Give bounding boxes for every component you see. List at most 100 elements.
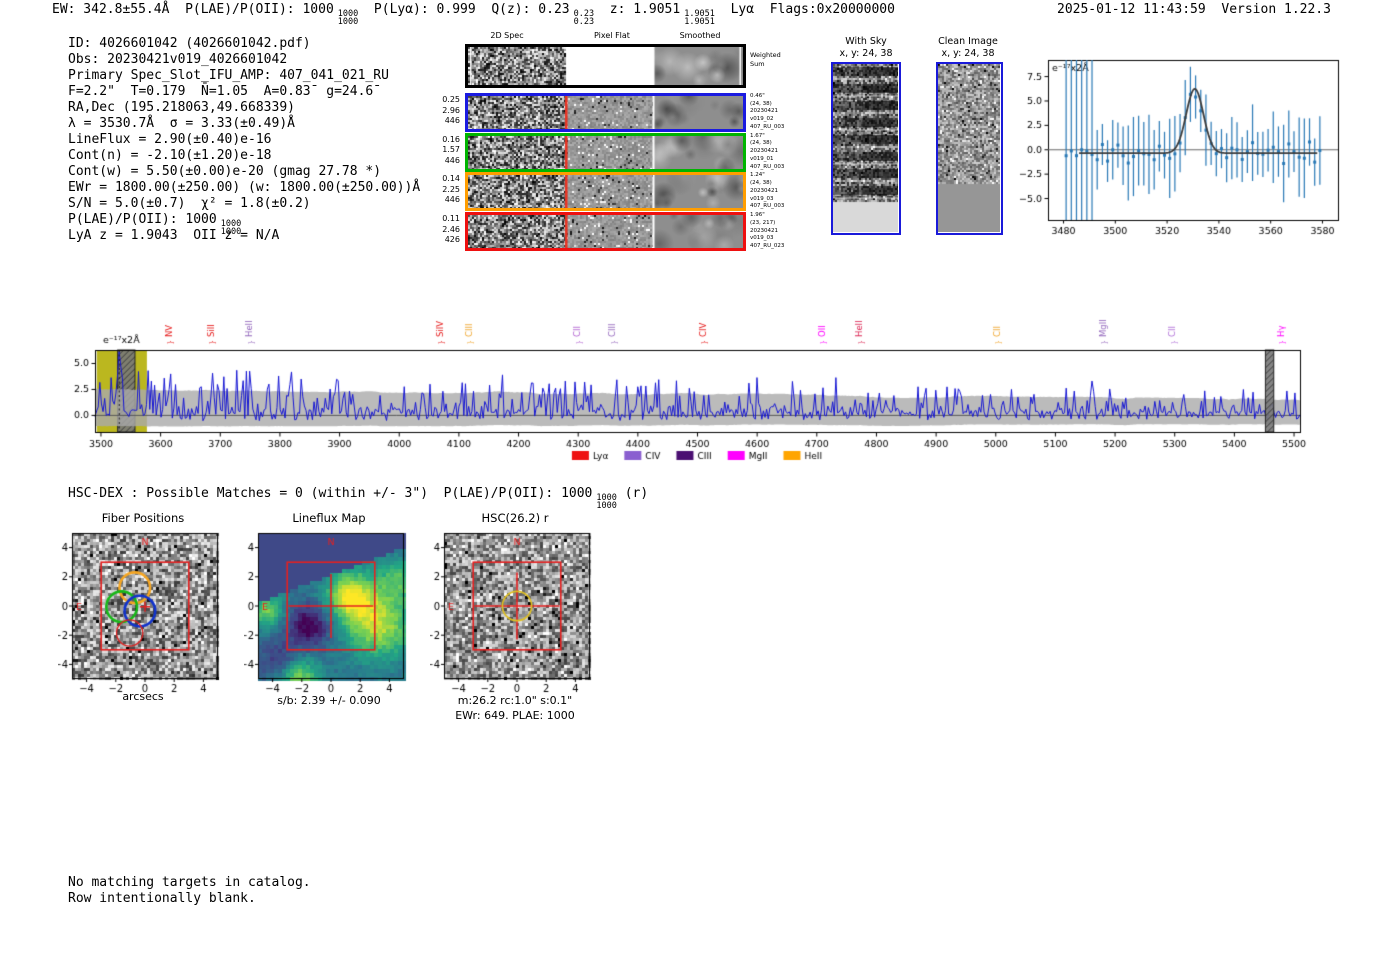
clean-image-title-text: Clean Image <box>938 36 998 47</box>
fraction-bottom: 1000 <box>337 17 359 27</box>
info-line-text: λ = 3530.7Å σ = 3.33(±0.49)Å <box>68 116 295 131</box>
annotation-line: (24, 38) <box>750 140 772 147</box>
info-line-text: EWr = 1800.00(±250.00) (w: 1800.00(±250.… <box>68 180 421 195</box>
info-line-text: S/N = 5.0(±0.7) χ² = 1.8(±0.2) <box>68 196 311 211</box>
fraction-top: 0.23 <box>573 9 595 19</box>
header-item: EW: 342.8±55.4Å <box>52 2 170 17</box>
lineflux-caption: s/b: 2.39 +/- 0.090 <box>277 694 381 707</box>
info-line-text: RA,Dec (195.218063,49.668339) <box>68 100 295 115</box>
info-line: LineFlux = 2.90(±0.40)e-16 <box>68 132 420 148</box>
info-line: Obs: 20230421v019_4026601042 <box>68 52 420 68</box>
lineflux-map-title: Lineflux Map <box>292 511 366 525</box>
with-sky-frame <box>831 62 901 235</box>
report-datetime: 2025-01-12 11:43:59 <box>1057 2 1206 17</box>
cutout-row-left-labels: 0.25 2.96 446 <box>422 95 460 127</box>
cutout-left-label: 446 <box>444 155 460 165</box>
with-sky-title-text: With Sky <box>845 36 887 47</box>
info-line: LyA z = 1.9043 OII z = N/A <box>68 228 420 244</box>
header-item: Q(z): 0.23 <box>491 2 570 17</box>
detection-info-block: ID: 4026601042 (4026601042.pdf) Obs: 2023… <box>68 36 420 244</box>
annotation-line: 1.67" <box>750 132 765 139</box>
annotation-line: v019_02 <box>750 116 774 123</box>
header-sep <box>715 2 731 17</box>
clean-image-frame <box>936 62 1003 235</box>
info-line-text: LyA z = 1.9043 OII z = N/A <box>68 228 280 243</box>
fraction-bottom: 1000 <box>596 501 617 511</box>
fraction-top: 1.9051 <box>684 9 715 19</box>
hsc-panel-title: HSC(26.2) r <box>481 511 549 525</box>
info-line: P(LAE)/P(OII): 1000 1000 1000 <box>68 212 420 236</box>
cutout-row-image <box>468 135 743 169</box>
fraction-bottom: 1000 <box>220 227 242 237</box>
info-line-text: Obs: 20230421v019_4026601042 <box>68 52 288 67</box>
cutout-row-annotation: 1.96" (23, 217) 20230421 v019_03 407_RU_023 <box>750 212 802 251</box>
cutout-row <box>465 172 746 212</box>
clean-image-coords: x, y: 24, 38 <box>941 47 995 59</box>
annotation-line: Weighted <box>750 51 781 59</box>
hsc-caption-2: EWr: 649. PLAE: 1000 <box>455 709 575 722</box>
clean-image-title: Clean Image x, y: 24, 38 <box>926 36 1010 59</box>
cutout-row-image <box>468 175 743 209</box>
cutout-left-label: 0.11 <box>442 214 460 224</box>
cutout-row-annotation: 1.67" (24, 38) 20230421 v019_01 407_RU_003 <box>750 133 802 172</box>
annotation-line: 407_RU_023 <box>750 242 785 249</box>
info-line: F=2.2" T=0.179 N̄=1.05 A=0.83̄ g=24.6̄ <box>68 84 420 100</box>
info-line-text: LineFlux = 2.90(±0.40)e-16 <box>68 132 272 147</box>
fiber-xlabel: arcsecs <box>122 690 164 703</box>
stacked-fraction: 0.23 0.23 <box>573 9 595 27</box>
footer-notes: No matching targets in catalog. Row inten… <box>68 875 311 906</box>
annotation-line: 1.24" <box>750 172 765 179</box>
info-line: ID: 4026601042 (4026601042.pdf) <box>68 36 420 52</box>
header-item: P(LAE)/P(OII): 1000 <box>185 2 334 17</box>
hsc-caption-1: m:26.2 rc:1.0" s:0.1" <box>457 694 573 707</box>
annotation-line: v019_03 <box>750 235 774 242</box>
cutout-left-label: 0.16 <box>442 134 460 144</box>
cutout-left-label: 446 <box>444 116 460 125</box>
header-meta: 2025-01-12 11:43:59 Version 1.22.3 <box>1057 2 1331 17</box>
annotation-line: 407_RU_003 <box>750 163 785 170</box>
lineflux-map-image <box>244 527 414 699</box>
hsc-image <box>430 527 600 699</box>
col-title-smoothed: Smoothed <box>679 31 721 40</box>
cutout-left-label: 2.25 <box>442 184 460 194</box>
cutout-row <box>465 212 746 252</box>
annotation-line: 407_RU_003 <box>750 123 785 130</box>
cutout-left-label: 1.57 <box>442 145 460 155</box>
info-line: Cont(w) = 5.50(±0.00)e-20 (gmag 27.78 *) <box>68 164 420 180</box>
cutout-row-left-labels: 0.11 2.46 426 <box>422 214 460 246</box>
with-sky-image <box>833 64 898 232</box>
header-sep <box>594 2 610 17</box>
cutout-row-annotation: 0.46" (24, 38) 20230421 v019_02 407_RU_003 <box>750 93 802 132</box>
weighted-sum-label: Weighted Sum <box>750 51 802 68</box>
info-line-text: P(LAE)/P(OII): 1000 <box>68 212 217 227</box>
header-item: Lyα <box>730 2 755 17</box>
emission-line-fit-plot <box>1008 48 1348 243</box>
cutout-row-image <box>468 47 743 85</box>
header-item: z: 1.9051 <box>609 2 681 17</box>
info-line: RA,Dec (195.218063,49.668339) <box>68 100 420 116</box>
annotation-line: 20230421 <box>750 227 778 234</box>
hsc-dex-suffix: (r) <box>616 486 649 501</box>
cutout-left-label: 0.25 <box>442 95 460 104</box>
cutout-row <box>465 44 746 88</box>
cutout-row <box>465 132 746 172</box>
annotation-line: 20230421 <box>750 187 778 194</box>
info-line: EWr = 1800.00(±250.00) (w: 1800.00(±250.… <box>68 180 420 196</box>
header-sep <box>169 2 185 17</box>
annotation-line: (23, 217) <box>750 219 776 226</box>
report-version: Version 1.22.3 <box>1221 2 1331 17</box>
info-line-text: ID: 4026601042 (4026601042.pdf) <box>68 36 311 51</box>
header-sep <box>754 2 770 17</box>
annotation-line: 20230421 <box>750 108 778 115</box>
with-sky-title: With Sky x, y: 24, 38 <box>826 36 906 59</box>
annotation-line: (24, 38) <box>750 180 772 187</box>
cutout-left-label: 2.46 <box>442 224 460 234</box>
header-sep <box>358 2 374 17</box>
with-sky-coords: x, y: 24, 38 <box>839 47 893 59</box>
annotation-line: Sum <box>750 59 765 68</box>
fraction-bottom: 0.23 <box>573 17 595 27</box>
hsc-dex-text: HSC-DEX : Possible Matches = 0 (within +… <box>68 486 593 501</box>
stacked-fraction: 1000 1000 <box>220 220 242 237</box>
cutout-left-label: 0.14 <box>442 174 460 184</box>
cutout-row-left-labels: 0.14 2.25 446 <box>422 174 460 206</box>
